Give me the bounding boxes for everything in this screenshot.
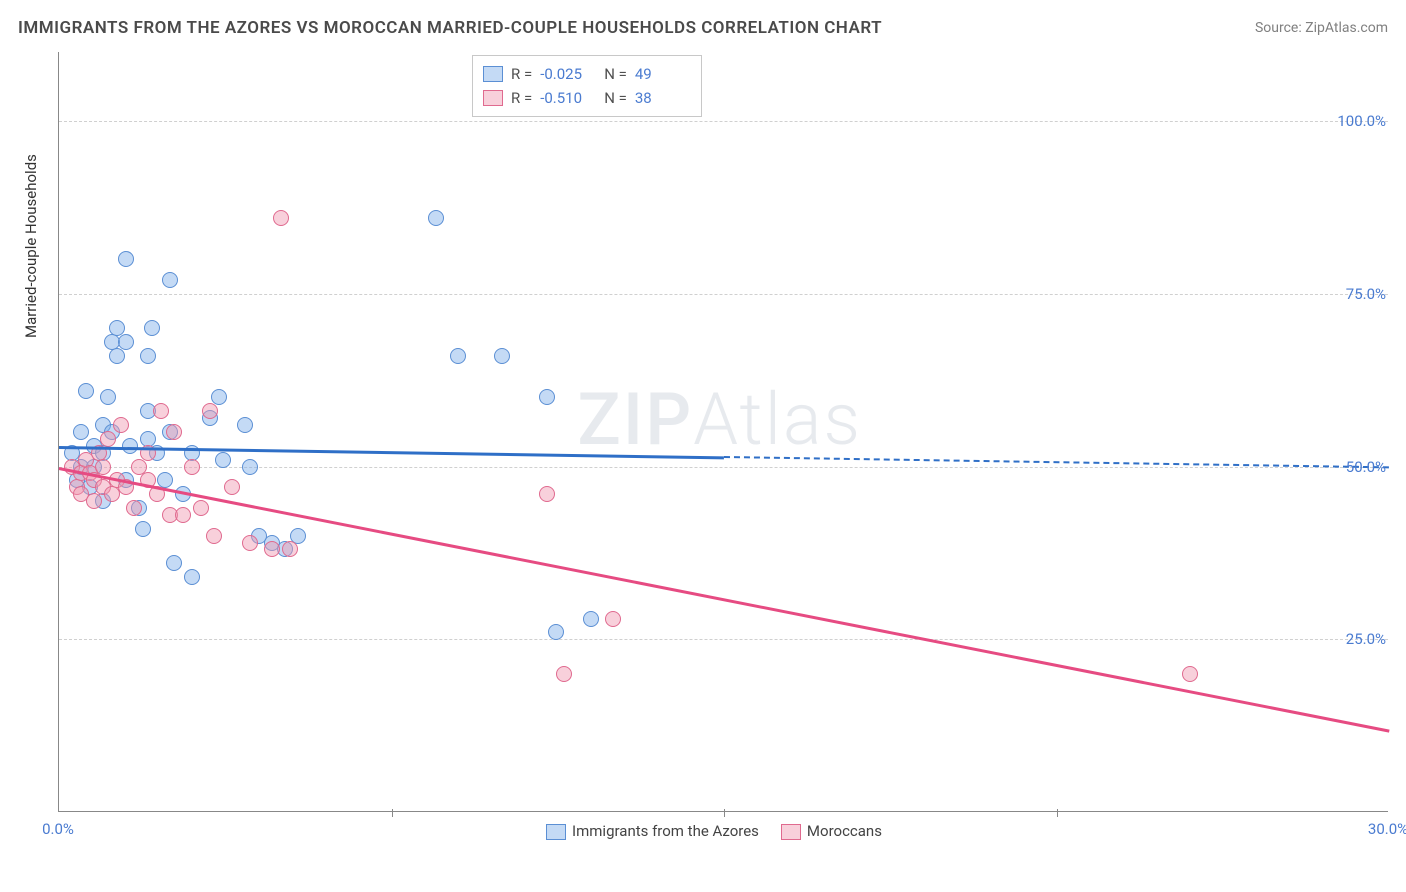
- chart-source: Source: ZipAtlas.com: [1255, 20, 1388, 36]
- chart-header: IMMIGRANTS FROM THE AZORES VS MOROCCAN M…: [18, 18, 1388, 38]
- scatter-point: [242, 459, 258, 475]
- scatter-point: [144, 320, 160, 336]
- bottom-legend: Immigrants from the Azores Moroccans: [0, 822, 1406, 840]
- scatter-point: [118, 334, 134, 350]
- scatter-point: [109, 348, 125, 364]
- scatter-point: [78, 383, 94, 399]
- r-value: -0.510: [540, 86, 596, 110]
- n-label: N =: [604, 86, 627, 110]
- scatter-point: [100, 389, 116, 405]
- scatter-point: [264, 541, 280, 557]
- x-minor-tick: [1057, 809, 1058, 817]
- r-label: R =: [511, 86, 532, 110]
- regression-line: [59, 467, 1389, 732]
- gridline-horizontal: [59, 294, 1388, 295]
- scatter-point: [1182, 666, 1198, 682]
- scatter-point: [166, 555, 182, 571]
- scatter-point: [162, 272, 178, 288]
- scatter-point: [202, 403, 218, 419]
- scatter-point: [166, 424, 182, 440]
- scatter-point: [118, 251, 134, 267]
- scatter-point: [539, 389, 555, 405]
- scatter-point: [237, 417, 253, 433]
- n-value: 49: [635, 62, 691, 86]
- scatter-point: [583, 611, 599, 627]
- scatter-point: [428, 210, 444, 226]
- y-axis-title: Married-couple Households: [22, 154, 40, 338]
- x-tick-label: 30.0%: [1368, 820, 1406, 838]
- scatter-point: [122, 438, 138, 454]
- x-minor-tick: [392, 809, 393, 817]
- gridline-horizontal: [59, 121, 1388, 122]
- scatter-point: [539, 486, 555, 502]
- y-tick-label: 25.0%: [1346, 630, 1386, 648]
- scatter-point: [224, 479, 240, 495]
- x-tick-label: 0.0%: [42, 820, 74, 838]
- scatter-point: [100, 431, 116, 447]
- scatter-point: [193, 500, 209, 516]
- source-label: Source:: [1255, 20, 1302, 36]
- scatter-point: [140, 348, 156, 364]
- correlation-legend-row: R = -0.025 N = 49: [483, 62, 691, 86]
- scatter-point: [135, 521, 151, 537]
- r-label: R =: [511, 62, 532, 86]
- scatter-point: [450, 348, 466, 364]
- scatter-plot-area: ZIPAtlas: [58, 52, 1388, 812]
- scatter-point: [113, 417, 129, 433]
- scatter-point: [184, 459, 200, 475]
- source-name: ZipAtlas.com: [1305, 20, 1388, 36]
- legend-swatch: [483, 90, 503, 106]
- scatter-point: [206, 528, 222, 544]
- scatter-point: [95, 459, 111, 475]
- y-tick-label: 100.0%: [1337, 112, 1386, 130]
- n-value: 38: [635, 86, 691, 110]
- x-minor-tick: [724, 809, 725, 817]
- scatter-point: [86, 493, 102, 509]
- scatter-point: [242, 535, 258, 551]
- r-value: -0.025: [540, 62, 596, 86]
- correlation-legend: R = -0.025 N = 49 R = -0.510 N = 38: [472, 55, 702, 117]
- correlation-legend-row: R = -0.510 N = 38: [483, 86, 691, 110]
- scatter-point: [282, 541, 298, 557]
- chart-title: IMMIGRANTS FROM THE AZORES VS MOROCCAN M…: [18, 18, 882, 38]
- legend-series-label: Moroccans: [807, 822, 882, 840]
- legend-swatch: [781, 824, 801, 840]
- scatter-point: [175, 507, 191, 523]
- legend-series-label: Immigrants from the Azores: [572, 822, 759, 840]
- scatter-point: [215, 452, 231, 468]
- y-tick-label: 50.0%: [1346, 458, 1386, 476]
- n-label: N =: [604, 62, 627, 86]
- watermark: ZIPAtlas: [577, 377, 862, 462]
- y-tick-label: 75.0%: [1346, 285, 1386, 303]
- gridline-horizontal: [59, 467, 1388, 468]
- gridline-horizontal: [59, 639, 1388, 640]
- scatter-point: [494, 348, 510, 364]
- scatter-point: [605, 611, 621, 627]
- scatter-point: [273, 210, 289, 226]
- scatter-point: [153, 403, 169, 419]
- scatter-point: [556, 666, 572, 682]
- scatter-point: [73, 424, 89, 440]
- scatter-point: [548, 624, 564, 640]
- legend-swatch: [483, 66, 503, 82]
- scatter-point: [184, 569, 200, 585]
- legend-swatch: [546, 824, 566, 840]
- scatter-point: [126, 500, 142, 516]
